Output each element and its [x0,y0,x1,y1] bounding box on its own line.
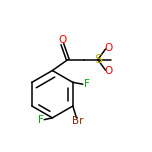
Text: O: O [105,66,113,76]
Text: O: O [58,35,66,45]
Text: O: O [105,43,113,53]
Text: F: F [84,79,89,89]
Text: Br: Br [72,116,84,126]
Text: F: F [38,115,43,125]
Text: S: S [94,53,102,66]
